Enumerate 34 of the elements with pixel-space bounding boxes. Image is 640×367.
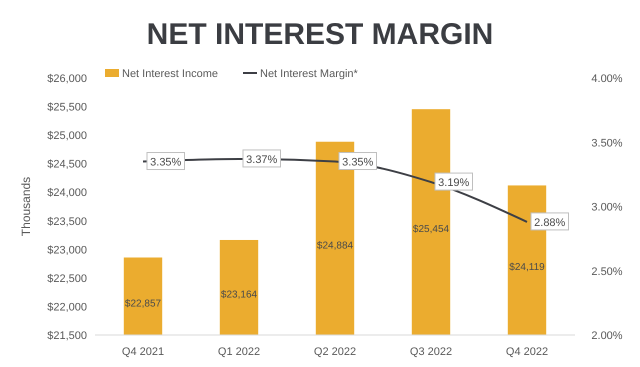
y-tick-label: $24,000 xyxy=(47,187,87,200)
data-label: $24,119 xyxy=(509,262,546,274)
y-tick-label: $23,500 xyxy=(47,216,87,228)
y-tick-label: $23,000 xyxy=(47,244,87,256)
y-tick-label: $25,500 xyxy=(47,102,87,114)
data-label: $25,454 xyxy=(412,224,450,236)
chart-title: NET INTEREST MARGIN xyxy=(146,18,494,51)
y-tick-label: $22,000 xyxy=(47,301,87,314)
y-tick-label: $26,000 xyxy=(47,73,87,85)
data-label: 3.19% xyxy=(438,177,470,190)
y2-tick-label: 4.00% xyxy=(591,73,623,85)
x-tick-label: Q4 2022 xyxy=(506,346,548,358)
y2-tick-label: 2.00% xyxy=(591,330,623,342)
y2-tick-label: 2.50% xyxy=(591,266,623,278)
data-label: $24,884 xyxy=(316,240,354,252)
x-tick-label: Q1 2022 xyxy=(218,346,260,358)
x-tick-label: Q3 2022 xyxy=(410,346,452,358)
legend-label: Net Interest Margin* xyxy=(260,68,359,80)
data-label: $22,857 xyxy=(124,298,162,310)
y-tick-label: $25,000 xyxy=(47,130,87,142)
y-axis-title: Thousands xyxy=(19,176,33,236)
data-label: 3.37% xyxy=(246,154,278,166)
data-label: $23,164 xyxy=(220,289,258,300)
legend-label: Net Interest Income xyxy=(122,68,218,80)
data-label: 3.35% xyxy=(150,156,182,169)
data-label: 3.35% xyxy=(342,156,374,169)
y2-tick-label: 3.50% xyxy=(591,137,623,150)
y-tick-label: $22,500 xyxy=(47,272,87,285)
x-tick-label: Q2 2022 xyxy=(314,346,356,358)
y-tick-label: $24,500 xyxy=(47,158,87,171)
y-tick-label: $21,500 xyxy=(47,330,87,342)
y2-tick-label: 3.00% xyxy=(591,202,623,214)
data-label: 2.88% xyxy=(534,216,566,229)
x-tick-label: Q4 2021 xyxy=(122,346,164,358)
